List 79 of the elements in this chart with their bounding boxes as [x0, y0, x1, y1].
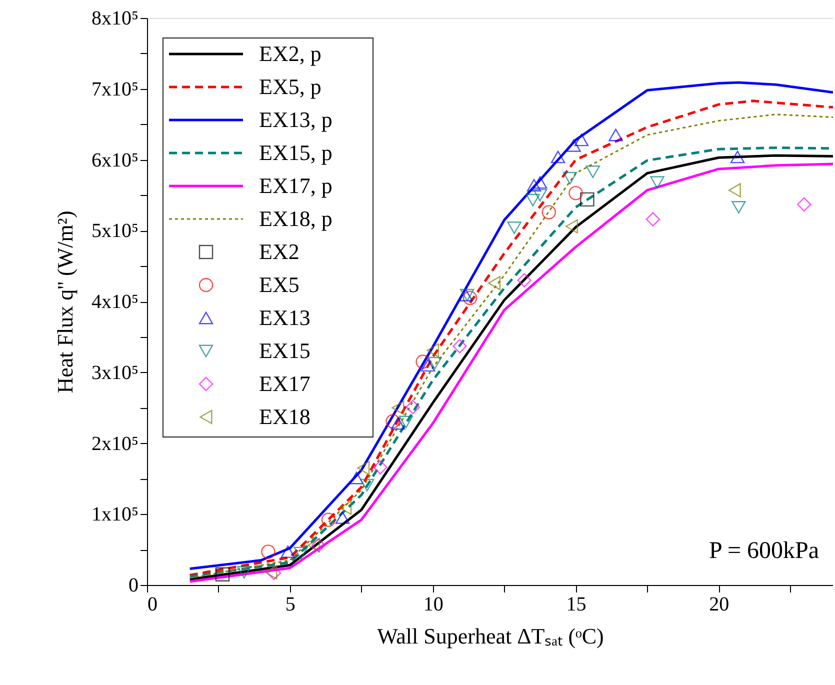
point	[574, 134, 589, 146]
legend-label: EX15	[259, 338, 310, 363]
y-tick-label: 5x10⁵	[92, 220, 138, 242]
point	[426, 343, 440, 358]
point	[373, 460, 388, 474]
point	[266, 566, 282, 580]
point	[550, 150, 566, 164]
point	[416, 354, 430, 369]
point	[339, 500, 352, 515]
y-tick-label: 1x10⁵	[92, 504, 138, 526]
point	[406, 400, 420, 414]
legend-label: EX17	[259, 371, 310, 396]
point	[392, 400, 404, 415]
point	[321, 512, 336, 527]
point	[797, 197, 812, 212]
x-tick-label: 20	[709, 594, 730, 616]
point	[280, 545, 296, 558]
y-tick-label: 4x10⁵	[92, 291, 138, 313]
point	[650, 176, 664, 189]
point	[462, 290, 478, 306]
point	[732, 200, 746, 214]
x-tick-label: 15	[566, 594, 586, 616]
point	[526, 179, 542, 192]
point	[420, 359, 436, 372]
x-tick-label: 10	[423, 594, 444, 616]
point	[730, 150, 745, 164]
legend-label: EX13	[259, 305, 310, 330]
point	[526, 194, 540, 206]
point	[532, 176, 548, 189]
point	[311, 538, 326, 552]
point	[360, 478, 374, 492]
point	[237, 566, 252, 578]
point	[398, 416, 414, 428]
point	[542, 205, 556, 220]
y-tick-label: 0	[128, 574, 138, 596]
point	[608, 128, 623, 142]
legend-label: EX18, p	[259, 206, 332, 231]
point	[507, 222, 522, 234]
legend-label: EX13, p	[259, 107, 332, 132]
point	[517, 273, 532, 288]
legend-label: EX2	[259, 239, 300, 264]
legend-label: EX17, p	[259, 173, 332, 198]
point	[532, 188, 548, 202]
point	[562, 172, 578, 184]
point	[357, 460, 370, 476]
point	[646, 212, 660, 226]
point	[390, 417, 406, 430]
x-tick-label: 5	[285, 594, 296, 616]
legend-label: EX5	[259, 272, 300, 297]
legend-label: EX15, p	[259, 140, 332, 165]
legend-label: EX18	[259, 404, 310, 429]
point	[452, 339, 467, 354]
legend-label: EX2, p	[259, 41, 322, 66]
point	[566, 219, 578, 234]
point	[215, 567, 230, 582]
x-tick-label: 0	[148, 594, 158, 616]
point	[488, 276, 501, 290]
y-tick-label: 7x10⁵	[92, 78, 138, 100]
point	[580, 192, 594, 207]
point	[728, 183, 741, 198]
annotation: P = 600kPa	[709, 538, 820, 564]
point	[349, 472, 364, 484]
point	[428, 356, 442, 370]
point	[294, 546, 308, 560]
point	[568, 186, 583, 200]
y-axis-title: Heat Flux q'' (W/m²)	[52, 210, 78, 394]
legend-label: EX5, p	[259, 74, 322, 99]
point	[586, 166, 600, 178]
y-tick-label: 2x10⁵	[92, 432, 138, 455]
point	[566, 139, 581, 152]
y-tick-label: 3x10⁵	[92, 362, 138, 384]
point	[307, 538, 320, 552]
point	[264, 565, 278, 580]
x-axis-title: Wall Superheat ΔTₛₐₜ (ᵒC)	[377, 624, 604, 648]
y-tick-label: 6x10⁵	[92, 149, 138, 172]
point	[261, 544, 276, 559]
point	[386, 414, 400, 428]
point	[335, 511, 350, 524]
y-tick-label: 8x10⁵	[92, 8, 138, 30]
